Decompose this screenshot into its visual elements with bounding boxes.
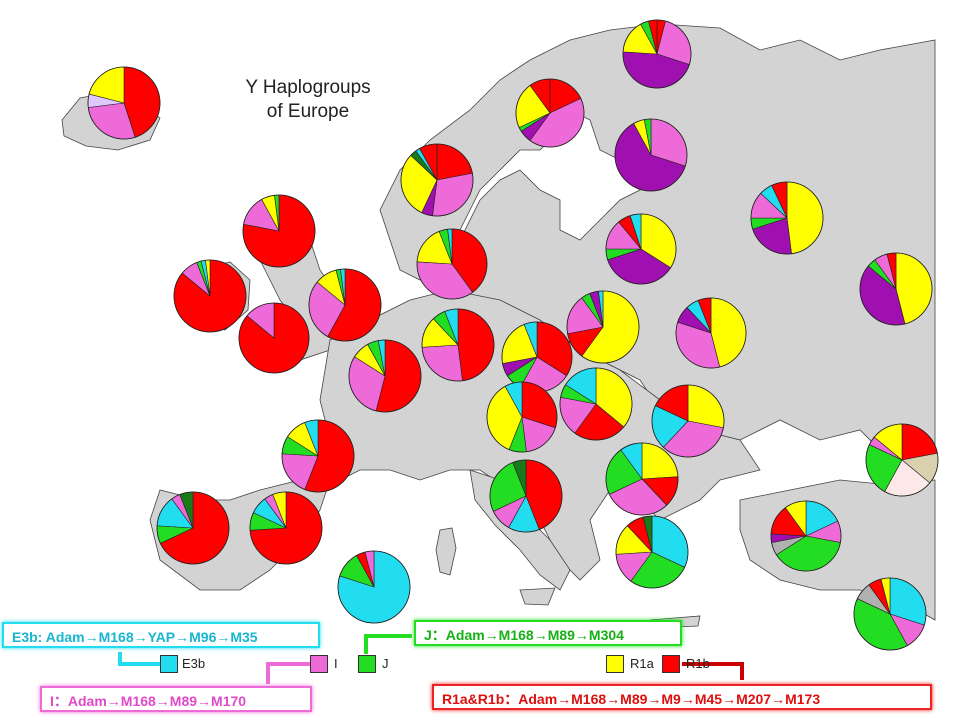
- pie-outline-finland-north: [622, 19, 692, 89]
- pie-outline-germany-north: [421, 308, 495, 382]
- path-box-e3b: E3b: Adam→M168→YAP→M96→M35: [2, 622, 320, 648]
- legend-swatch-j: [358, 655, 376, 673]
- pie-outline-norway-west: [400, 143, 474, 217]
- map-title: Y Haplogroups of Europe: [218, 76, 398, 124]
- path-box-j: J：Adam→M168→M89→M304: [414, 620, 682, 646]
- pie-finland-north: [622, 19, 692, 89]
- haplogroup-pies: [87, 19, 939, 651]
- pie-belarus: [675, 297, 747, 369]
- pie-outline-denmark: [416, 228, 488, 300]
- pie-hungary: [651, 384, 725, 458]
- pie-iceland: [87, 66, 161, 140]
- e3b-connector: [118, 652, 162, 666]
- pie-romania: [605, 442, 679, 516]
- legend-swatch-i: [310, 655, 328, 673]
- pie-czechia: [559, 367, 633, 441]
- pie-outline-finland-south: [614, 118, 688, 192]
- pie-finland-south: [614, 118, 688, 192]
- pie-outline-russia-east: [859, 252, 933, 326]
- pie-sweden-north: [515, 78, 585, 148]
- pie-outline-ireland: [173, 259, 247, 333]
- pie-wales: [238, 302, 310, 374]
- pie-outline-iceland: [87, 66, 161, 140]
- pie-outline-netherlands: [348, 339, 422, 413]
- pie-outline-romania: [605, 442, 679, 516]
- pie-sardinia: [337, 550, 411, 624]
- path-box-r1: R1a&R1b：Adam→M168→M89→M9→M45→M207→M173: [432, 684, 932, 710]
- pie-outline-england-north: [308, 268, 382, 342]
- pie-outline-czechia: [559, 367, 633, 441]
- pie-russia-north: [750, 181, 824, 255]
- pie-outline-spain-west: [156, 491, 230, 565]
- legend-label-r1b: R1b: [686, 656, 710, 671]
- pie-germany-north: [421, 308, 495, 382]
- pie-outline-hungary: [651, 384, 725, 458]
- path-box-i: I：Adam→M168→M89→M170: [40, 686, 312, 712]
- j-connector: [364, 634, 412, 654]
- pie-italy: [489, 459, 563, 533]
- pie-turkey: [770, 500, 842, 572]
- title-line-2: of Europe: [266, 101, 350, 122]
- pie-outline-caucasus: [865, 423, 939, 497]
- legend-swatch-r1a: [606, 655, 624, 673]
- pie-levant: [853, 577, 927, 651]
- pie-outline-sardinia: [337, 550, 411, 624]
- pie-outline-greece: [615, 515, 689, 589]
- pie-england-north: [308, 268, 382, 342]
- pie-germany-south: [501, 321, 573, 393]
- pie-spain-east: [249, 491, 323, 565]
- legend-label-r1a: R1a: [630, 656, 654, 671]
- pie-switzerland: [486, 381, 558, 453]
- pie-outline-russia-north: [750, 181, 824, 255]
- pie-outline-spain-east: [249, 491, 323, 565]
- pie-outline-switzerland: [486, 381, 558, 453]
- i-connector: [266, 662, 310, 684]
- pie-outline-sweden-north: [515, 78, 585, 148]
- pie-norway-west: [400, 143, 474, 217]
- pie-scotland: [242, 194, 316, 268]
- pie-outline-scotland: [242, 194, 316, 268]
- legend-label-j: J: [382, 656, 389, 671]
- pie-outline-belarus: [675, 297, 747, 369]
- pie-poland: [566, 290, 640, 364]
- pie-france-north: [281, 419, 355, 493]
- pie-denmark: [416, 228, 488, 300]
- pie-outline-estonia: [605, 213, 677, 285]
- pie-outline-wales: [238, 302, 310, 374]
- pie-outline-turkey: [770, 500, 842, 572]
- pie-ireland: [173, 259, 247, 333]
- pie-outline-italy: [489, 459, 563, 533]
- legend-label-e3b: E3b: [182, 656, 206, 671]
- pie-estonia: [605, 213, 677, 285]
- pie-russia-east: [859, 252, 933, 326]
- connectors: [118, 634, 744, 684]
- sardinia-land: [435, 527, 457, 576]
- pie-outline-levant: [853, 577, 927, 651]
- pie-caucasus: [865, 423, 939, 497]
- pie-spain-west: [156, 491, 230, 565]
- legend-label-i: I: [334, 656, 338, 671]
- pie-greece: [615, 515, 689, 589]
- pie-netherlands: [348, 339, 422, 413]
- r1-connector: [682, 662, 744, 680]
- pie-outline-france-north: [281, 419, 355, 493]
- title-line-1: Y Haplogroups: [245, 77, 371, 98]
- legend-swatch-e3b: [160, 655, 178, 673]
- pie-outline-poland: [566, 290, 640, 364]
- sicily-land: [519, 587, 556, 606]
- legend-swatch-r1b: [662, 655, 680, 673]
